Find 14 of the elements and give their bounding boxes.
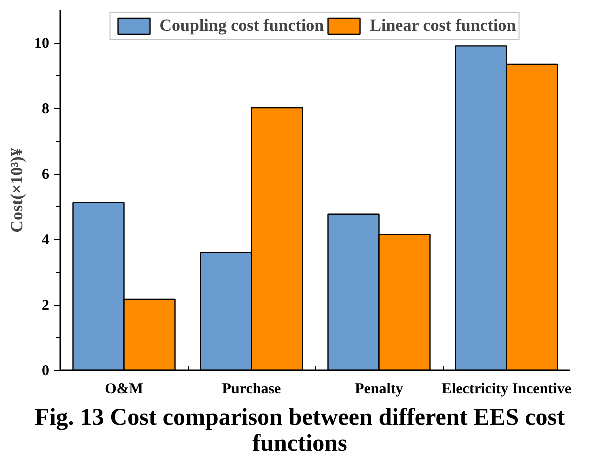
y-tick-label: 2 bbox=[42, 298, 50, 314]
y-tick-label: 0 bbox=[42, 364, 50, 380]
y-tick-label: 10 bbox=[34, 36, 50, 52]
y-axis-title: Cost(×10³)¥ bbox=[8, 148, 26, 233]
y-tick-label: 6 bbox=[42, 167, 50, 184]
y-tick-label: 8 bbox=[42, 102, 50, 118]
legend-label: Linear cost function bbox=[370, 16, 516, 36]
text: Fig. 13 Cost comparison between different EES cost functions bbox=[34, 405, 566, 458]
x-tick-label: Electricity Incentive bbox=[442, 382, 572, 398]
x-tick-label: Penalty bbox=[355, 382, 404, 398]
x-tick-label: O&M bbox=[105, 382, 144, 398]
x-tick-label: Purchase bbox=[222, 382, 282, 398]
y-tick-label: 4 bbox=[42, 232, 50, 249]
legend-label: Coupling cost function bbox=[160, 16, 324, 36]
